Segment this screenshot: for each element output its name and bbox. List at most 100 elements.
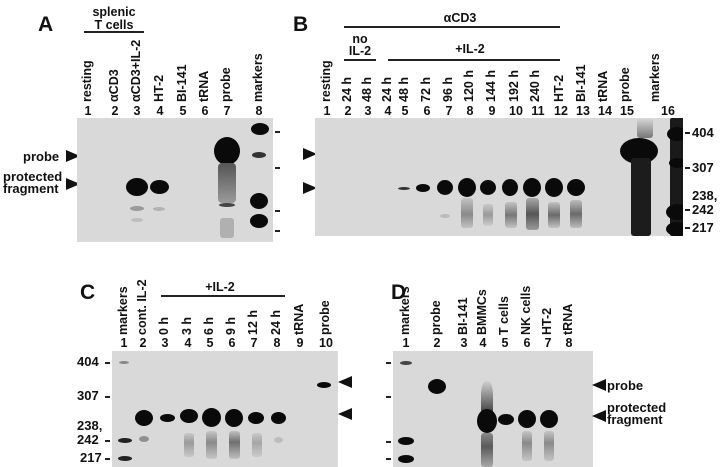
lane-number: 3 bbox=[133, 104, 141, 118]
lane-label: resting bbox=[80, 60, 94, 102]
lane-label: NK cells bbox=[519, 285, 533, 335]
arrow-left-icon bbox=[338, 376, 352, 388]
group-header-rule bbox=[344, 26, 560, 28]
gel-image bbox=[393, 351, 593, 467]
lane-label: 24 h bbox=[340, 76, 354, 102]
panel-letter-a: A bbox=[38, 13, 54, 36]
lane-number: 2 bbox=[111, 104, 119, 118]
lane-number: 3 bbox=[460, 336, 468, 350]
lane-number: 12 bbox=[554, 104, 568, 118]
marker-tick bbox=[386, 458, 391, 460]
lane-label: αCD3+IL-2 bbox=[129, 39, 143, 102]
lane-label: tRNA bbox=[561, 303, 575, 335]
gel-image bbox=[77, 118, 273, 242]
lane-number: 10 bbox=[319, 336, 333, 350]
lane-label: 6 h bbox=[202, 316, 216, 335]
lane-number: 10 bbox=[509, 104, 523, 118]
lane-label: αCD3 bbox=[107, 69, 121, 102]
marker-tick bbox=[685, 227, 690, 229]
marker-size-label: 242 bbox=[77, 432, 99, 447]
lane-number: 2 bbox=[433, 336, 441, 350]
marker-tick bbox=[685, 167, 690, 169]
lane-number: 8 bbox=[255, 104, 263, 118]
lane-number: 14 bbox=[598, 104, 612, 118]
marker-size-label: 242 bbox=[692, 202, 714, 217]
marker-tick bbox=[105, 458, 110, 460]
arrow-left-icon bbox=[592, 410, 606, 422]
group-header-line2: T cells bbox=[94, 18, 134, 32]
lane-label: 48 h bbox=[397, 76, 411, 102]
lane-label: 0 h bbox=[157, 316, 171, 335]
marker-tick bbox=[386, 441, 391, 443]
lane-label: tRNA bbox=[596, 70, 610, 102]
lane-number: 7 bbox=[445, 104, 453, 118]
lane-number: 6 bbox=[423, 104, 431, 118]
marker-size-label: 217 bbox=[80, 450, 102, 465]
lane-number: 7 bbox=[223, 104, 231, 118]
lane-label: HT-2 bbox=[152, 74, 166, 102]
marker-tick bbox=[685, 209, 690, 211]
lane-number: 7 bbox=[250, 336, 258, 350]
lane-label: markers bbox=[398, 286, 412, 335]
panel-letter-b: B bbox=[293, 13, 309, 36]
sub-header-rule bbox=[388, 59, 560, 61]
lane-number: 9 bbox=[488, 104, 496, 118]
arrow-left-icon bbox=[338, 408, 352, 420]
group-header-rule bbox=[84, 31, 144, 33]
gel-image bbox=[315, 118, 683, 236]
marker-tick bbox=[275, 210, 280, 212]
lane-label: tRNA bbox=[197, 70, 211, 102]
lane-label: 72 h bbox=[419, 76, 433, 102]
lane-number: 11 bbox=[531, 104, 545, 118]
lane-label: 240 h bbox=[528, 70, 542, 102]
lane-label: BI-141 bbox=[574, 64, 588, 102]
lane-number: 8 bbox=[466, 104, 474, 118]
marker-size-label: 404 bbox=[77, 354, 99, 369]
lane-label: resting bbox=[319, 60, 333, 102]
lane-label: probe bbox=[429, 300, 443, 335]
lane-label: probe bbox=[618, 67, 632, 102]
sub-header-plus: +IL-2 bbox=[205, 280, 235, 294]
panel-letter-c: C bbox=[80, 281, 96, 304]
protected-label-line2: fragment bbox=[607, 412, 663, 427]
marker-size-label: 307 bbox=[692, 160, 714, 175]
protected-label-line1: protected bbox=[607, 400, 667, 415]
protected-label-line2: fragment bbox=[3, 181, 59, 196]
probe-label: probe bbox=[23, 149, 60, 164]
arrow-left-icon bbox=[592, 379, 606, 391]
lane-number: 8 bbox=[273, 336, 281, 350]
lane-label: 120 h bbox=[462, 70, 476, 102]
lane-number: 2 bbox=[139, 336, 147, 350]
lane-number: 1 bbox=[323, 104, 331, 118]
lane-label: markers bbox=[116, 286, 130, 335]
lane-label: 24 h bbox=[269, 309, 283, 335]
lane-number: 1 bbox=[402, 336, 410, 350]
lane-label: 192 h bbox=[507, 70, 521, 102]
lane-label: markers bbox=[648, 53, 662, 102]
lane-label: markers bbox=[251, 53, 265, 102]
lane-number: 6 bbox=[228, 336, 236, 350]
lane-label: BI-141 bbox=[456, 297, 470, 335]
lane-label: 12 h bbox=[246, 309, 260, 335]
sub-header-no-line2: IL-2 bbox=[348, 44, 372, 58]
lane-number: 5 bbox=[401, 104, 409, 118]
lane-number: 5 bbox=[179, 104, 187, 118]
lane-number: 5 bbox=[206, 336, 214, 350]
lane-number: 9 bbox=[296, 336, 304, 350]
lane-label: T cells bbox=[497, 296, 511, 335]
marker-tick bbox=[386, 396, 391, 398]
lane-label: 9 h bbox=[224, 316, 238, 335]
lane-number: 6 bbox=[523, 336, 531, 350]
lane-label: probe bbox=[318, 300, 332, 335]
lane-label: HT-2 bbox=[540, 307, 554, 335]
marker-tick bbox=[275, 230, 280, 232]
marker-tick bbox=[105, 396, 110, 398]
lane-label: cont. IL-2 bbox=[135, 279, 149, 335]
group-header-line1: splenic bbox=[92, 5, 136, 19]
lane-number: 4 bbox=[384, 104, 392, 118]
protected-label-line1: protected bbox=[3, 169, 63, 184]
marker-tick bbox=[685, 132, 690, 134]
arrow-right-icon bbox=[303, 182, 317, 194]
marker-tick bbox=[275, 131, 280, 133]
marker-tick bbox=[105, 362, 110, 364]
